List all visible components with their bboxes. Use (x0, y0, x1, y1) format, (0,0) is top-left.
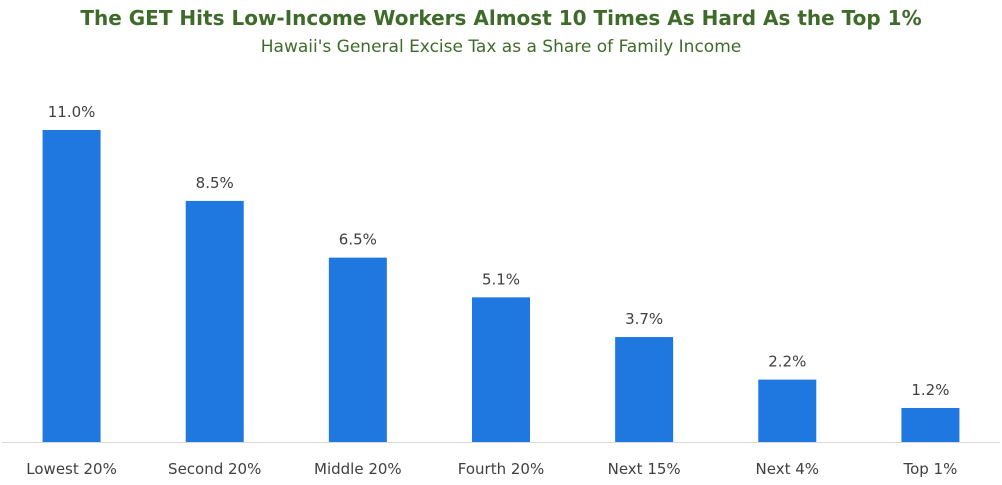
x-tick-label-4: Next 15% (608, 460, 681, 478)
bar-2 (328, 257, 387, 442)
x-tick-label-1: Second 20% (168, 460, 261, 478)
data-label-0: 11.0% (48, 103, 96, 121)
data-label-4: 3.7% (625, 310, 663, 328)
x-tick-label-5: Next 4% (756, 460, 820, 478)
bar-0 (42, 130, 101, 442)
chart-title: The GET Hits Low-Income Workers Almost 1… (80, 6, 922, 30)
bar-4 (615, 337, 674, 442)
bar-5 (758, 379, 817, 442)
data-label-1: 8.5% (196, 174, 234, 192)
data-label-5: 2.2% (768, 353, 806, 371)
bar-3 (472, 297, 530, 442)
x-tick-label-3: Fourth 20% (458, 460, 544, 478)
data-label-2: 6.5% (339, 231, 377, 249)
bar-6 (901, 407, 960, 442)
chart-subtitle: Hawaii's General Excise Tax as a Share o… (260, 37, 742, 57)
data-label-6: 1.2% (911, 381, 949, 399)
x-tick-label-6: Top 1% (902, 460, 957, 478)
data-label-3: 5.1% (482, 270, 520, 288)
x-tick-label-0: Lowest 20% (26, 460, 117, 478)
bar-1 (185, 200, 244, 442)
x-tick-label-2: Middle 20% (314, 460, 402, 478)
